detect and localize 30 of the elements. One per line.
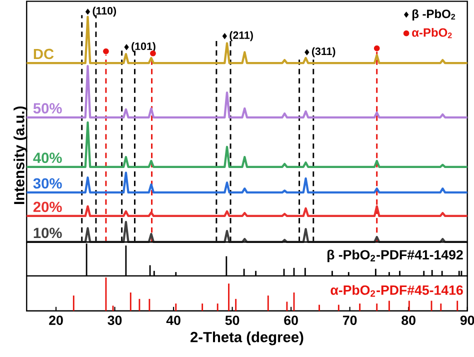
point <box>222 33 227 40</box>
series-label: 20% <box>33 202 62 212</box>
x-tick-label: 80 <box>402 316 416 326</box>
point <box>304 49 310 56</box>
series-label: DC <box>34 48 54 60</box>
legend-label: β -PbO$_{2}$ <box>412 9 456 21</box>
x-tick-label: 50 <box>225 316 240 326</box>
x-tick-label: 30 <box>108 316 122 326</box>
series-label: 50% <box>33 103 62 114</box>
x-axis-title: 2-Theta (degree) <box>190 332 304 346</box>
point <box>85 8 90 15</box>
annotation: (101) <box>132 42 156 52</box>
x-tick-label: 70 <box>342 316 357 326</box>
x-tick-label: 40 <box>166 316 180 326</box>
x-tick-label: 20 <box>49 316 63 326</box>
y-axis-title: Intensity (a.u.) <box>14 106 28 204</box>
x-tick-label: 60 <box>284 316 298 326</box>
annotation: (110) <box>92 6 116 17</box>
point <box>374 45 380 52</box>
series-label: β -PbO$_{2}$-PDF#41-1492 <box>328 250 463 262</box>
series-label: 30% <box>33 178 62 189</box>
point <box>103 48 109 54</box>
annotation: (211) <box>230 31 253 42</box>
legend-label: α-PbO$_{2}$ <box>412 28 452 38</box>
series-label: 10% <box>34 228 62 238</box>
annotation: (311) <box>312 47 336 58</box>
point <box>124 44 129 50</box>
series-label: 40% <box>33 152 62 164</box>
x-tick-label: 90 <box>460 316 474 326</box>
series-label: α-PbO$_{2}$-PDF#45-1416 <box>330 285 463 297</box>
